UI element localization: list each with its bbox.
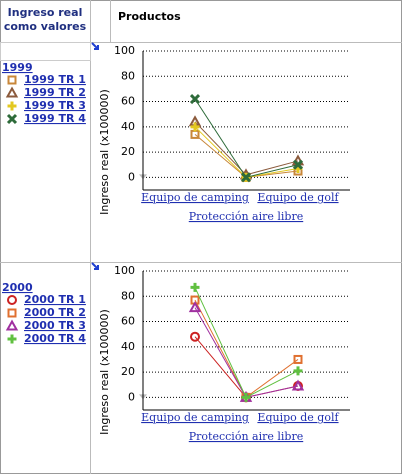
marker xyxy=(7,334,17,344)
y-tick-label: 0 xyxy=(128,170,135,183)
marker xyxy=(190,331,200,342)
y-axis-label: Ingreso real (x100000) xyxy=(98,89,111,215)
marker xyxy=(190,282,200,292)
marker xyxy=(293,366,303,376)
series-line xyxy=(194,299,299,399)
x-tick-label[interactable]: Equipo de camping xyxy=(141,411,249,424)
y-tick-label: 80 xyxy=(121,69,135,82)
marker xyxy=(292,159,304,170)
corner-icon xyxy=(91,42,99,50)
marker xyxy=(5,86,19,98)
legend-entry[interactable]: 2000 TR 1 xyxy=(24,293,86,306)
measure-header: Ingreso real como valores xyxy=(3,6,87,33)
y-tick-label: 40 xyxy=(121,120,135,133)
x-tick-label[interactable]: Equipo de camping xyxy=(141,191,249,204)
legend-entry[interactable]: 1999 TR 1 xyxy=(24,73,86,86)
series-line xyxy=(194,287,299,399)
marker xyxy=(7,295,17,305)
spacer-cell xyxy=(0,42,91,61)
marker xyxy=(188,301,202,313)
legend-title[interactable]: 2000 xyxy=(2,281,33,294)
marker xyxy=(241,392,251,402)
series-line xyxy=(194,121,299,176)
y-tick-label: 40 xyxy=(121,340,135,353)
x-group-label[interactable]: Protección aire libre xyxy=(189,210,303,223)
legend-entry[interactable]: 2000 TR 3 xyxy=(24,319,86,332)
marker xyxy=(7,308,17,318)
series-line xyxy=(194,336,299,398)
y-tick-label: 0 xyxy=(128,390,135,403)
legend-title[interactable]: 1999 xyxy=(2,61,33,74)
legend-entry[interactable]: 1999 TR 3 xyxy=(24,99,86,112)
legend-entry[interactable]: 2000 TR 2 xyxy=(24,306,86,319)
x-tick-label[interactable]: Equipo de golf xyxy=(257,191,339,204)
y-tick-label: 20 xyxy=(121,145,135,158)
marker xyxy=(5,319,19,331)
y-tick-label: 20 xyxy=(121,365,135,378)
marker xyxy=(189,93,201,105)
legend-entry[interactable]: 2000 TR 4 xyxy=(24,332,86,345)
legend-entry[interactable]: 1999 TR 2 xyxy=(24,86,86,99)
marker xyxy=(240,172,252,183)
y-tick-label: 60 xyxy=(121,315,135,328)
y-tick-label: 100 xyxy=(114,264,135,277)
legend-entry[interactable]: 1999 TR 4 xyxy=(24,112,86,125)
marker xyxy=(190,122,200,132)
marker xyxy=(7,75,17,85)
y-axis-label: Ingreso real (x100000) xyxy=(98,309,111,435)
marker xyxy=(293,354,303,364)
marker xyxy=(6,113,18,125)
marker xyxy=(7,101,17,111)
x-group-label[interactable]: Protección aire libre xyxy=(189,430,303,443)
corner-icon xyxy=(91,262,99,270)
marker xyxy=(291,379,305,391)
y-tick-label: 100 xyxy=(114,44,135,57)
dimension-header: Productos xyxy=(118,10,181,23)
y-tick-label: 80 xyxy=(121,289,135,302)
y-tick-label: 60 xyxy=(121,95,135,108)
x-tick-label[interactable]: Equipo de golf xyxy=(257,411,339,424)
